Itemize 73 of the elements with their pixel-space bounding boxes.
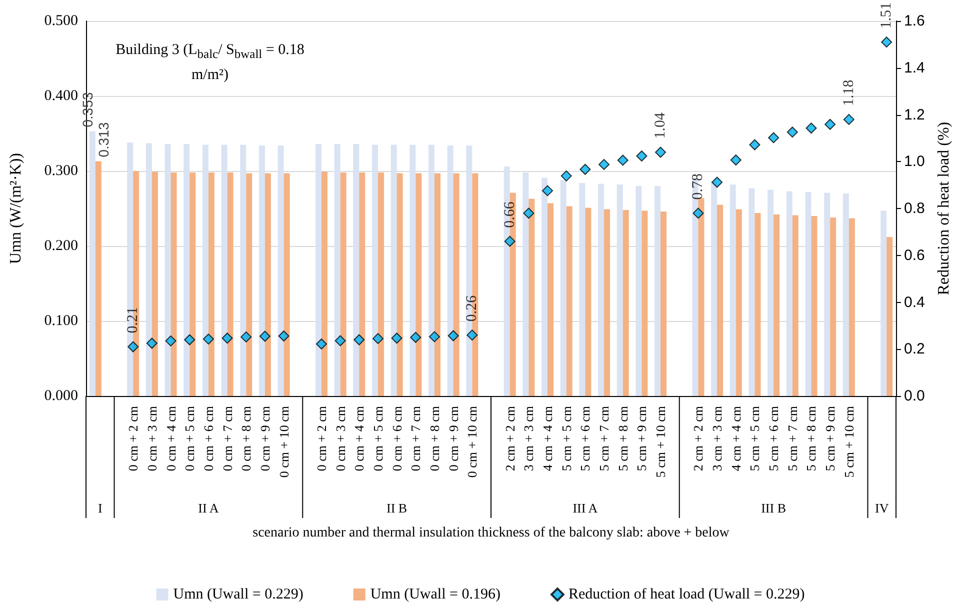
y-tick-label: 0.400 <box>44 88 78 104</box>
legend-label: Umn (Uwall = 0.229) <box>173 586 304 602</box>
data-label: 1.04 <box>652 112 669 139</box>
y2-tick-label: 0.2 <box>904 340 925 358</box>
y-axis-title: Umn (W/(m²·K)) <box>8 153 24 264</box>
x-tick-label: 0 cm + 10 cm <box>276 406 292 478</box>
y2-tick-label: 0.6 <box>904 246 925 264</box>
x-tick-label: 5 cm + 5 cm <box>558 406 574 472</box>
y2-tick-label: 1.4 <box>904 59 925 76</box>
x-tick-label: 5 cm + 10 cm <box>653 406 668 478</box>
x-tick-label: 0 cm + 7 cm <box>220 406 235 472</box>
x-tick-label: 5 cm + 6 cm <box>578 406 593 472</box>
x-tick-label: 0 cm + 6 cm <box>200 406 216 472</box>
x-tick-label: 0 cm + 4 cm <box>163 406 178 472</box>
y-tick-label: 0.500 <box>44 13 78 29</box>
x-tick-label: 0 cm + 8 cm <box>238 406 254 472</box>
text: III A <box>572 500 598 516</box>
text: II B <box>386 500 408 516</box>
y2-tick-label: 0.4 <box>904 294 925 311</box>
x-tick-label: 4 cm + 4 cm <box>540 406 556 472</box>
y2-tick-label: 0.0 <box>904 388 925 404</box>
text: I <box>98 500 102 516</box>
data-label: 0.353 <box>79 92 96 128</box>
x-tick-label: 5 cm + 9 cm <box>634 406 650 472</box>
data-label: 0.66 <box>502 201 518 228</box>
y-tick-label: 0.000 <box>44 388 78 404</box>
legend-label: Reduction of heat load (Uwall = 0.229) <box>568 586 805 602</box>
x-tick-label: 5 cm + 8 cm <box>615 406 630 472</box>
text: IV <box>875 500 890 516</box>
x-tick-label: 0 cm + 8 cm <box>426 406 442 472</box>
y-tick-label: 0.300 <box>44 163 78 179</box>
x-tick-label: 3 cm + 3 cm <box>710 406 725 472</box>
y2-tick-label: 1.0 <box>904 153 925 170</box>
x-tick-label: 5 cm + 6 cm <box>766 406 782 472</box>
x-tick-label: 0 cm + 3 cm <box>332 406 348 472</box>
data-label: 1.51 <box>878 2 895 29</box>
y2-axis-title: Reduction of heat load (%) <box>935 122 952 296</box>
x-tick-label: 0 cm + 5 cm <box>182 406 198 472</box>
x-axis-title: scenario number and thermal insulation thickness of the balcony slab: above + below <box>252 526 730 540</box>
y2-tick-label: 0.8 <box>904 200 925 217</box>
y2-tick-label: 1.2 <box>904 106 925 124</box>
text: II A <box>198 500 220 516</box>
legend-label: Umn (Uwall = 0.196) <box>370 586 500 602</box>
x-tick-label: 5 cm + 10 cm <box>841 406 856 478</box>
data-label: 0.26 <box>464 294 480 322</box>
text: III B <box>761 500 786 516</box>
text: Building 3 (L$_{balc}$/ S$_{bwall}$ = 0.18 m/m²) <box>116 42 304 83</box>
y-tick-label: 0.200 <box>44 238 78 254</box>
x-tick-label: 4 cm + 4 cm <box>728 406 744 472</box>
data-label: 0.21 <box>125 307 142 334</box>
y2-tick-label: 1.6 <box>904 12 925 30</box>
x-tick-label: 0 cm + 2 cm <box>126 406 141 472</box>
x-tick-label: 0 cm + 5 cm <box>370 406 386 472</box>
x-tick-label: 5 cm + 9 cm <box>822 406 838 472</box>
x-tick-label: 5 cm + 7 cm <box>596 406 612 472</box>
x-tick-label: 0 cm + 3 cm <box>144 406 160 472</box>
data-label: 0.313 <box>95 122 112 158</box>
x-tick-label: 3 cm + 3 cm <box>521 406 536 472</box>
x-tick-label: 0 cm + 4 cm <box>352 406 367 472</box>
x-tick-label: 0 cm + 7 cm <box>408 406 424 472</box>
x-tick-label: 0 cm + 9 cm <box>257 406 272 472</box>
x-tick-label: 0 cm + 10 cm <box>464 406 480 478</box>
y-tick-label: 0.100 <box>44 313 78 329</box>
data-label: 0.78 <box>690 173 706 200</box>
x-tick-label: 0 cm + 6 cm <box>389 406 404 472</box>
x-tick-label: 5 cm + 7 cm <box>784 406 800 472</box>
x-tick-label: 0 cm + 2 cm <box>314 406 329 472</box>
data-label: 1.18 <box>840 80 857 106</box>
x-tick-label: 5 cm + 8 cm <box>804 406 819 472</box>
x-tick-label: 0 cm + 9 cm <box>446 406 461 472</box>
x-tick-label: 5 cm + 5 cm <box>747 406 762 472</box>
x-tick-label: 2 cm + 2 cm <box>502 406 518 472</box>
x-tick-label: 2 cm + 2 cm <box>690 406 706 472</box>
